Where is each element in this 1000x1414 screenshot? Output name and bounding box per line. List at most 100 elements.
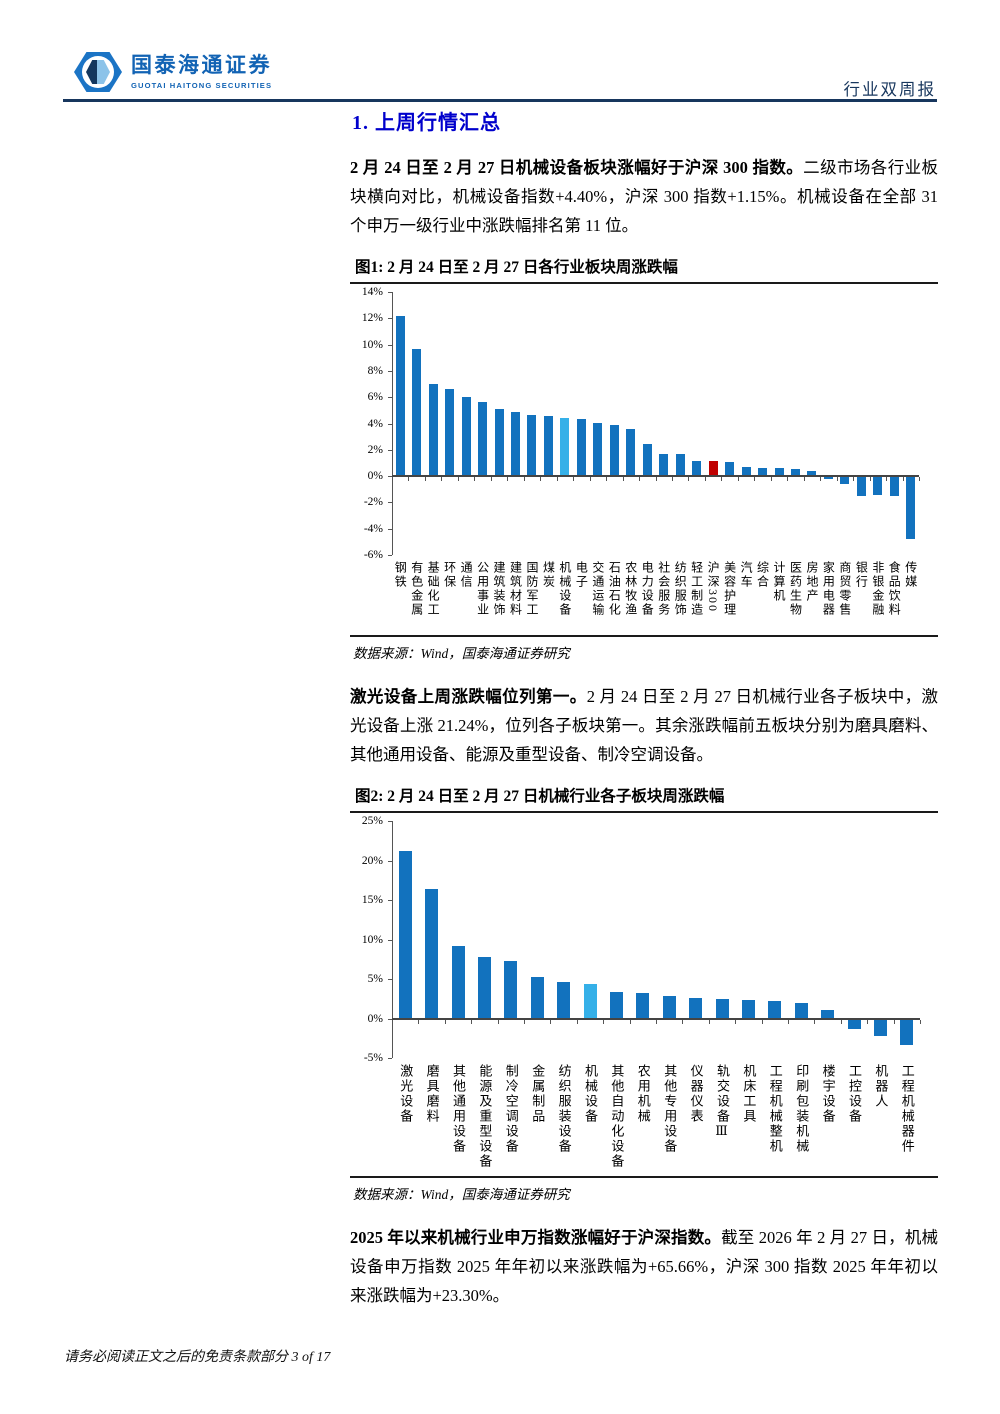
y-tick-label: 12% — [361, 312, 383, 325]
brand-name-en: GUOTAI HAITONG SECURITIES — [131, 81, 273, 90]
content-column: 1. 上周行情汇总 2 月 24 日至 2 月 27 日机械设备板块涨幅好于沪深… — [350, 100, 938, 1310]
bar-交通运输 — [593, 422, 603, 477]
bar-房地产 — [807, 471, 817, 477]
x-category-label: 电子 — [574, 561, 589, 589]
bar-社会服务 — [659, 454, 669, 477]
bar-农林牧渔 — [626, 429, 636, 477]
x-category-label: 其他专用设备 — [662, 1064, 678, 1154]
paragraph-lead: 激光设备上周涨跌幅位列第一。 — [350, 687, 587, 706]
y-tick-mark — [388, 821, 392, 822]
y-tick-mark — [388, 860, 392, 862]
bar-工程机械器件 — [900, 1018, 914, 1045]
x-category-label: 煤炭 — [541, 561, 556, 589]
y-tick-label: -6% — [363, 549, 383, 561]
x-category-label: 农林牧渔 — [623, 561, 638, 617]
category-tick-mark — [656, 1019, 657, 1024]
x-category-label: 磨具磨料 — [424, 1064, 440, 1124]
category-tick-mark — [441, 477, 443, 482]
y-axis-line — [392, 292, 393, 555]
x-category-label: 工程机械整机 — [767, 1064, 783, 1154]
bar-机床工具 — [741, 1000, 755, 1019]
y-tick-label: 10% — [361, 338, 383, 351]
category-tick-mark — [603, 1019, 605, 1024]
x-category-label: 房地产 — [804, 561, 819, 603]
x-category-label: 金属制品 — [530, 1064, 546, 1124]
bar-机械设备 — [560, 418, 570, 477]
x-category-label: 综合 — [755, 561, 770, 589]
bar-非银金融 — [873, 476, 883, 495]
bar-轨交设备Ⅲ — [715, 999, 729, 1019]
x-category-label: 石油石化 — [607, 561, 622, 617]
bar-电力设备 — [642, 443, 652, 477]
category-tick-mark — [671, 477, 673, 482]
category-tick-mark — [392, 1019, 393, 1024]
figure-2: 图2: 2 月 24 日至 2 月 27 日机械行业各子板块周涨跌幅 25% 20… — [350, 781, 938, 1205]
y-tick-mark — [388, 1018, 392, 1020]
bar-楼宇设备 — [821, 1009, 835, 1019]
bar-金属制品 — [530, 976, 544, 1019]
bar-印刷包装机械 — [794, 1003, 808, 1019]
y-tick-label: 10% — [361, 933, 383, 946]
category-tick-mark — [770, 477, 772, 482]
category-tick-mark — [606, 477, 608, 482]
y-tick-mark — [388, 939, 392, 941]
paragraph-market-summary: 2 月 24 日至 2 月 27 日机械设备板块涨幅好于沪深 300 指数。二级… — [350, 153, 938, 240]
bar-工程机械整机 — [768, 1001, 782, 1019]
x-category-label: 机器人 — [873, 1064, 889, 1109]
bar-煤炭 — [543, 415, 553, 477]
category-tick-mark — [708, 1019, 710, 1024]
company-logo: 国泰海通证券 GUOTAI HAITONG SECURITIES — [74, 52, 272, 92]
category-tick-mark — [836, 477, 838, 482]
x-category-label: 印刷包装机械 — [794, 1064, 810, 1154]
category-tick-mark — [803, 477, 805, 482]
y-tick-label: 15% — [361, 894, 383, 906]
bar-纺织服装设备 — [557, 982, 571, 1019]
category-tick-mark — [920, 1019, 921, 1024]
category-tick-mark — [507, 477, 509, 482]
header-divider — [63, 99, 937, 102]
x-category-label: 轨交设备Ⅲ — [715, 1064, 730, 1141]
x-axis-zero-line — [392, 475, 919, 478]
figure-2-chart: 25% 20% 15% 10% 5% 0% -5% 激光设备 磨具磨料 其他通用设备 能源及重型设备… — [350, 813, 938, 1176]
category-tick-mark — [639, 477, 641, 482]
x-category-label: 商贸零售 — [837, 561, 852, 617]
bar-传媒 — [906, 476, 916, 540]
plot-area — [392, 821, 921, 1058]
paragraph-lead: 2025 年以来机械行业申万指数涨幅好于沪深指数。 — [350, 1228, 722, 1247]
category-tick-mark — [737, 477, 739, 482]
category-tick-mark — [761, 1019, 763, 1024]
y-tick-label: 8% — [367, 364, 383, 377]
x-category-label: 社会服务 — [656, 561, 671, 617]
x-category-label: 银行 — [854, 561, 869, 589]
category-tick-mark — [418, 1019, 420, 1024]
category-tick-mark — [424, 477, 426, 482]
x-category-label: 汽车 — [739, 561, 754, 589]
bar-石油石化 — [609, 424, 619, 477]
x-category-label: 纺织服装设备 — [556, 1064, 572, 1154]
x-category-label: 机械设备 — [557, 561, 572, 617]
y-tick-mark — [388, 397, 392, 399]
bar-家用电器 — [823, 476, 833, 479]
bar-电子 — [576, 418, 586, 477]
x-category-label: 纺织服饰 — [673, 561, 688, 617]
category-tick-mark — [886, 477, 888, 482]
y-tick-mark — [388, 1058, 392, 1059]
category-tick-mark — [814, 1019, 816, 1024]
x-category-label: 激光设备 — [398, 1064, 414, 1124]
category-tick-mark — [869, 477, 871, 482]
bar-有色金属 — [412, 348, 422, 477]
bar-能源及重型设备 — [477, 956, 491, 1019]
category-tick-mark — [754, 477, 756, 482]
x-category-label: 其他通用设备 — [451, 1064, 466, 1154]
x-category-label: 食品饮料 — [887, 561, 902, 617]
plot-area — [392, 292, 920, 555]
x-category-label: 环保 — [442, 561, 457, 589]
y-tick-label: 14% — [361, 286, 383, 298]
category-tick-mark — [497, 1019, 499, 1024]
y-tick-mark — [388, 979, 392, 980]
figure-1-caption: 图1: 2 月 24 日至 2 月 27 日各行业板块周涨跌幅 — [350, 252, 938, 284]
figure-2-source: 数据来源：Wind，国泰海通证券研究 — [350, 1176, 938, 1205]
category-tick-mark — [688, 477, 690, 482]
category-tick-mark — [655, 477, 657, 482]
